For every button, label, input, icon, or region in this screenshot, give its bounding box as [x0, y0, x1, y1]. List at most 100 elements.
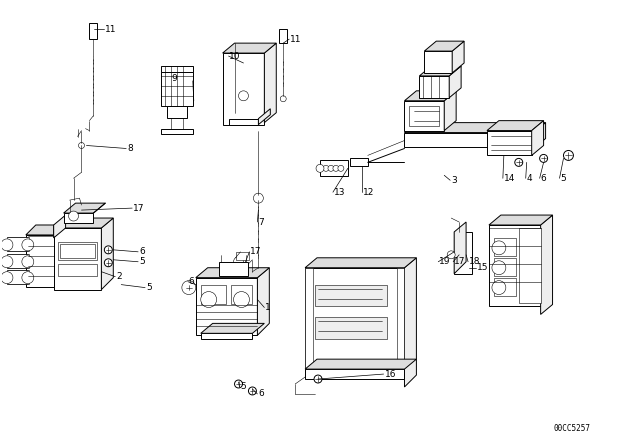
Circle shape — [79, 142, 84, 148]
Polygon shape — [305, 258, 417, 268]
Bar — [519, 228, 541, 302]
Text: 5: 5 — [561, 174, 566, 183]
Bar — [279, 29, 287, 43]
Bar — [315, 318, 387, 339]
Bar — [201, 333, 252, 339]
Polygon shape — [404, 91, 456, 101]
Bar — [305, 268, 404, 377]
Bar — [167, 106, 187, 118]
Circle shape — [201, 292, 217, 307]
Text: 9: 9 — [171, 74, 177, 83]
Bar — [404, 101, 444, 130]
Circle shape — [563, 151, 573, 160]
Circle shape — [338, 165, 344, 171]
Circle shape — [234, 257, 243, 267]
Text: 6: 6 — [189, 277, 195, 286]
Text: 6: 6 — [139, 247, 145, 256]
Bar — [404, 133, 534, 147]
Circle shape — [239, 91, 248, 101]
Text: 17: 17 — [454, 257, 466, 266]
Polygon shape — [201, 323, 264, 333]
Bar — [494, 278, 516, 296]
Text: 7: 7 — [259, 218, 264, 227]
Polygon shape — [541, 215, 552, 314]
Circle shape — [323, 165, 329, 171]
Circle shape — [104, 259, 112, 267]
Bar — [320, 160, 348, 177]
Text: 6: 6 — [259, 389, 264, 398]
Polygon shape — [63, 203, 106, 213]
Circle shape — [185, 284, 193, 292]
Bar — [54, 228, 101, 289]
Bar — [424, 51, 452, 73]
Polygon shape — [54, 215, 65, 238]
Text: 5: 5 — [146, 283, 152, 292]
Text: 15: 15 — [477, 263, 488, 272]
Bar — [489, 225, 541, 306]
Bar — [196, 278, 257, 335]
Polygon shape — [424, 41, 464, 51]
Bar — [7, 237, 29, 251]
Polygon shape — [223, 43, 276, 53]
Polygon shape — [26, 225, 54, 235]
Polygon shape — [452, 41, 464, 73]
Bar — [494, 258, 516, 276]
Bar — [419, 76, 449, 98]
Bar — [315, 284, 387, 306]
Bar — [7, 270, 29, 284]
Bar — [161, 129, 193, 134]
Text: 4: 4 — [527, 174, 532, 183]
Circle shape — [182, 280, 196, 294]
Text: 17: 17 — [250, 247, 262, 256]
Bar — [60, 244, 95, 258]
Bar — [454, 232, 472, 274]
Bar — [410, 106, 439, 125]
Text: 1: 1 — [266, 303, 271, 312]
Text: 6: 6 — [541, 174, 547, 183]
Text: 16: 16 — [385, 370, 396, 379]
Bar — [219, 262, 248, 276]
Polygon shape — [489, 215, 552, 225]
Polygon shape — [532, 121, 543, 155]
Circle shape — [447, 251, 455, 259]
Circle shape — [492, 261, 506, 275]
Circle shape — [280, 96, 286, 102]
Text: 11: 11 — [106, 25, 117, 34]
Text: 18: 18 — [469, 257, 481, 266]
Text: 17: 17 — [133, 203, 145, 213]
Circle shape — [492, 280, 506, 294]
Polygon shape — [444, 91, 456, 130]
Circle shape — [333, 165, 339, 171]
Circle shape — [22, 256, 34, 268]
Polygon shape — [264, 43, 276, 123]
Circle shape — [492, 241, 506, 255]
Circle shape — [22, 271, 34, 284]
Circle shape — [22, 239, 34, 251]
Text: 5: 5 — [139, 257, 145, 266]
Polygon shape — [419, 66, 461, 76]
Text: 10: 10 — [228, 52, 240, 60]
Circle shape — [248, 387, 257, 395]
Bar — [230, 284, 252, 305]
Bar — [228, 119, 259, 125]
Bar — [494, 238, 516, 256]
Polygon shape — [305, 359, 417, 369]
Circle shape — [540, 155, 548, 162]
Circle shape — [515, 159, 523, 166]
Circle shape — [314, 375, 322, 383]
Polygon shape — [257, 268, 269, 335]
Circle shape — [328, 165, 334, 171]
Bar — [223, 53, 264, 125]
Bar — [58, 242, 97, 260]
Circle shape — [253, 193, 263, 203]
Circle shape — [234, 292, 250, 307]
Bar — [305, 369, 404, 379]
Polygon shape — [404, 258, 417, 387]
Polygon shape — [101, 218, 113, 289]
Circle shape — [1, 271, 13, 284]
Bar — [350, 159, 368, 166]
Bar — [236, 252, 250, 260]
Text: 11: 11 — [290, 34, 301, 43]
Text: 2: 2 — [116, 272, 122, 281]
Polygon shape — [534, 123, 545, 148]
